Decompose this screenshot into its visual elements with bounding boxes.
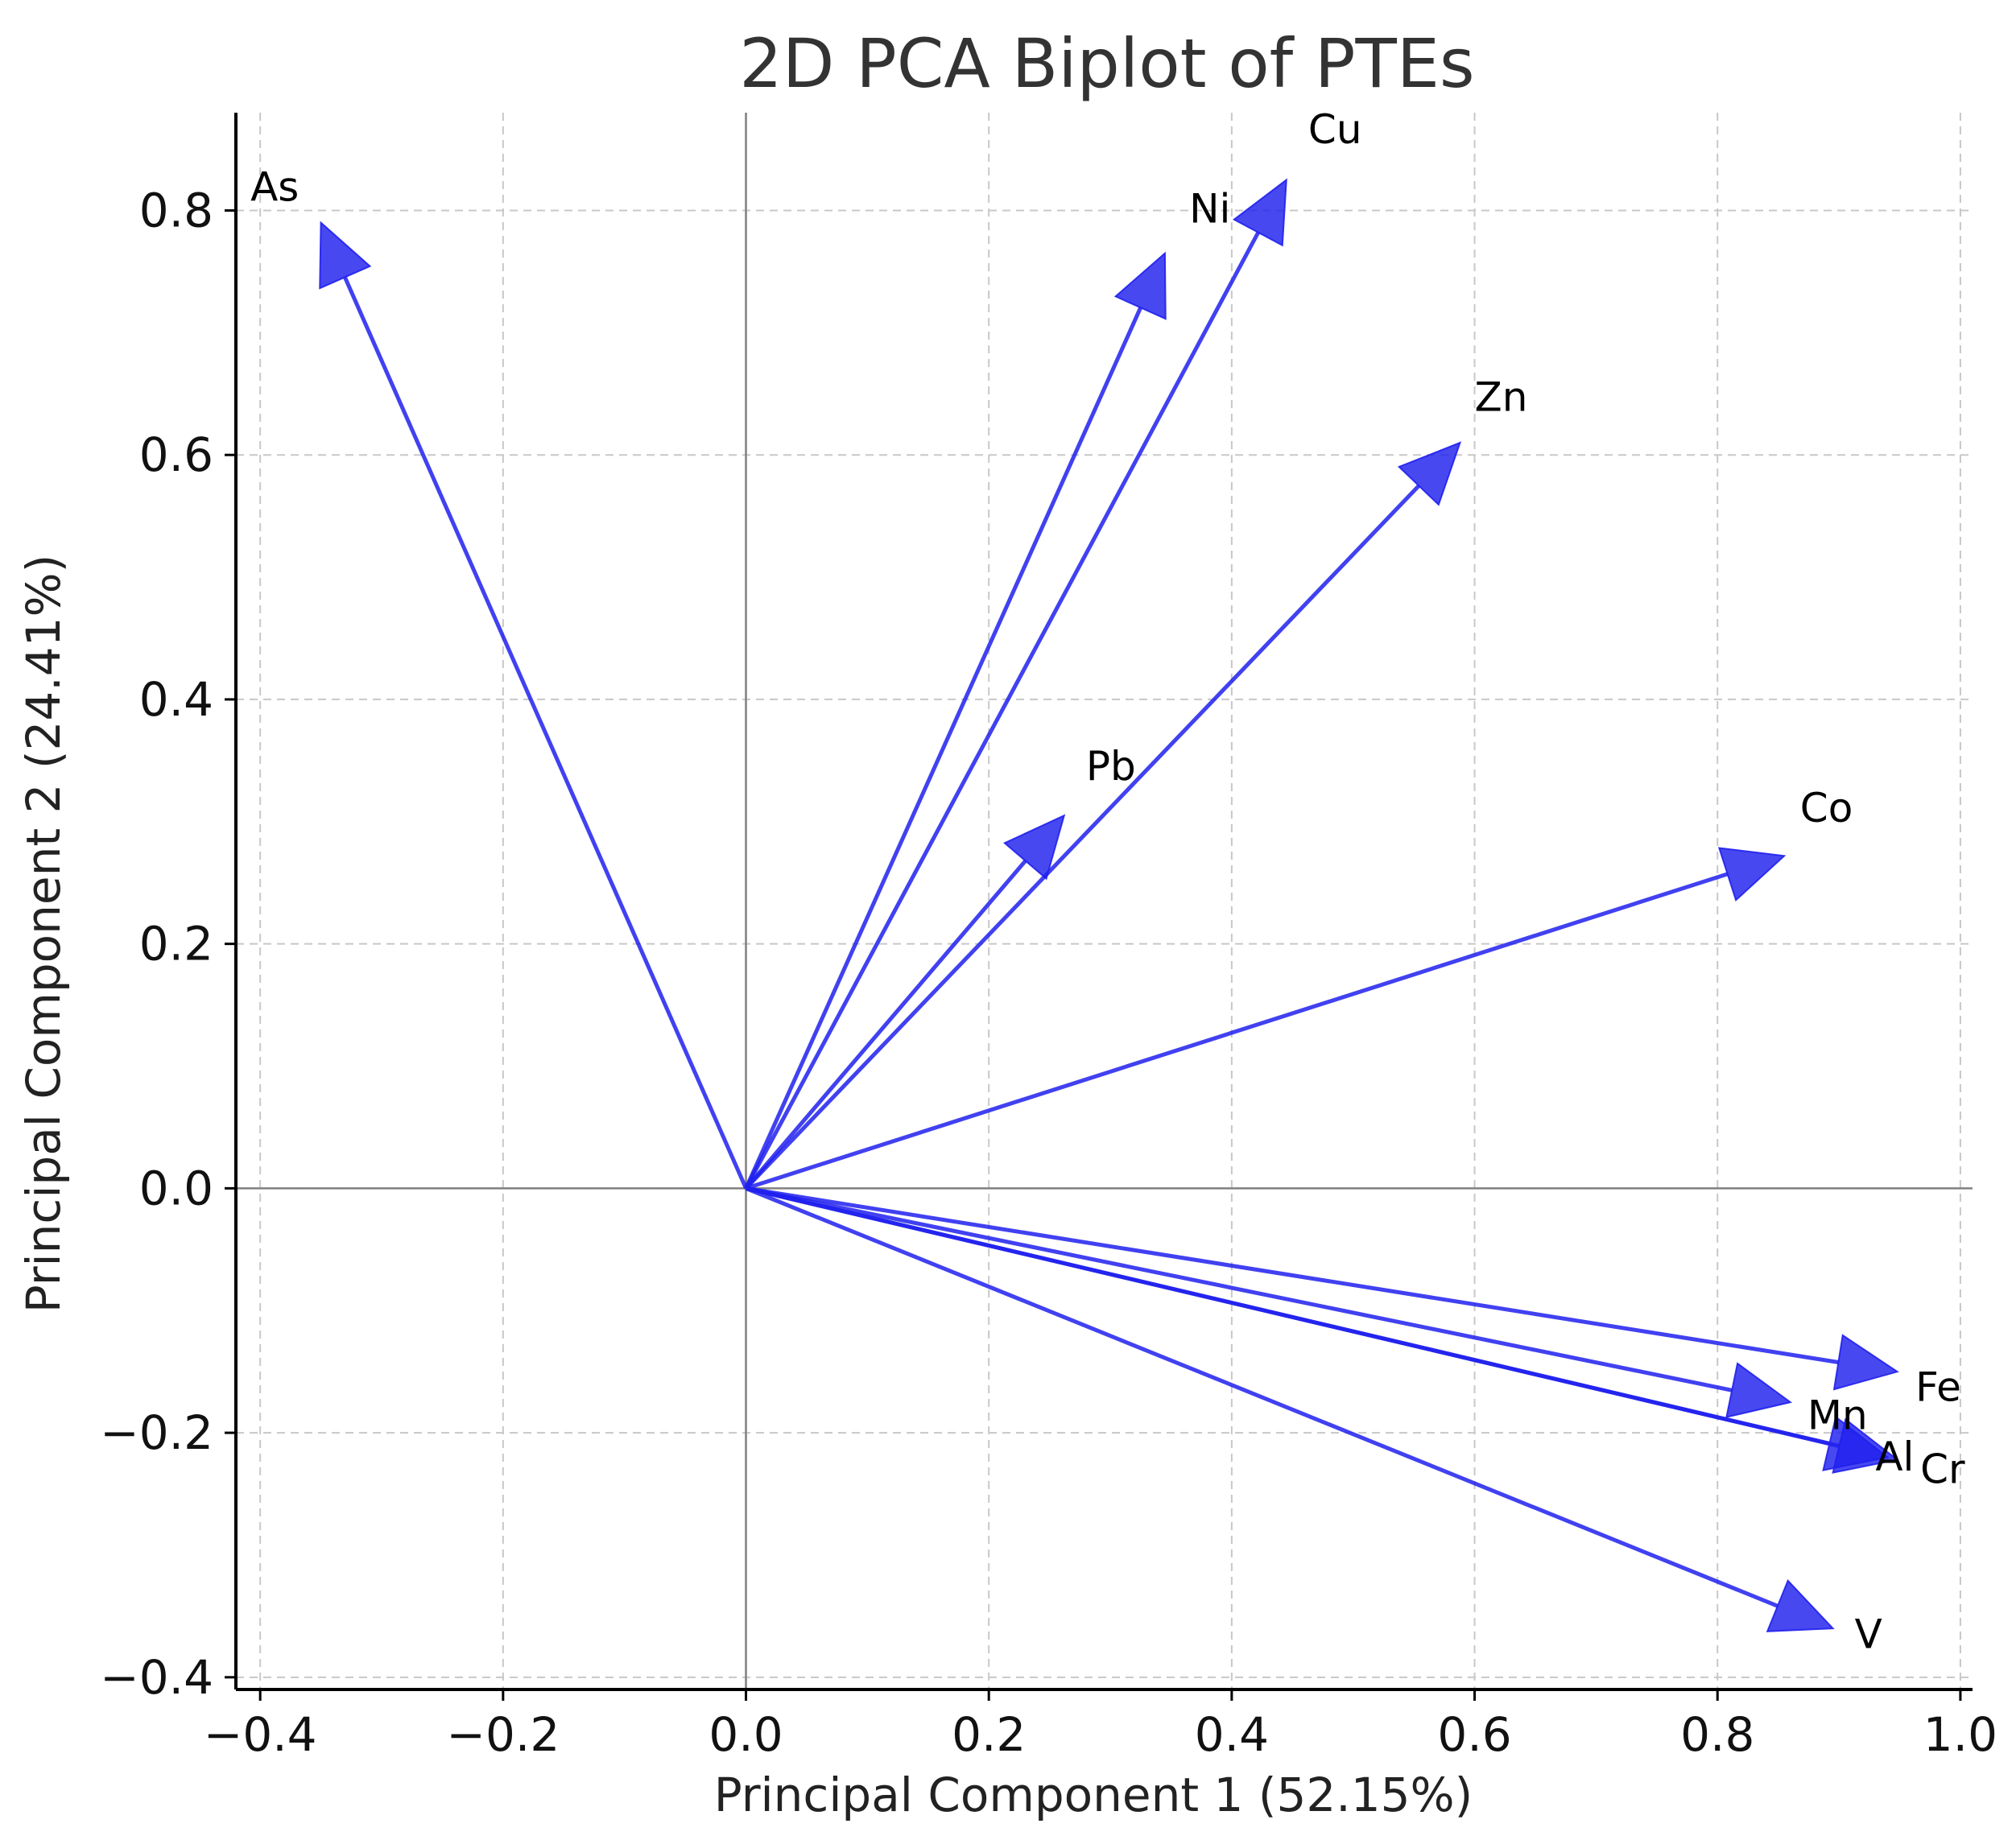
y-tick-label: −0.4 <box>100 1650 213 1705</box>
x-tick-label: 0.8 <box>1680 1707 1754 1762</box>
vector-label-cr: Cr <box>1920 1446 1965 1492</box>
y-tick-label: −0.2 <box>100 1405 213 1460</box>
y-tick-label: 0.0 <box>139 1161 213 1215</box>
vector-arrowhead-v <box>1766 1578 1835 1632</box>
y-tick-label: 0.6 <box>139 427 213 482</box>
vector-arrowhead-mn <box>1725 1362 1793 1418</box>
y-tick-label: 0.4 <box>139 672 213 727</box>
x-tick-label: 0.4 <box>1195 1707 1269 1762</box>
vector-label-al: Al <box>1875 1434 1914 1480</box>
ticks: −0.4 −0.2 0.0 0.2 0.4 0.6 0.8 1.0 −0.4 −0.2 0.0 0.2… <box>100 183 1997 1762</box>
vector-arrowhead-pb <box>1002 814 1066 881</box>
vector-arrowhead-fe <box>1832 1334 1899 1391</box>
vector-shaft-co <box>745 872 1729 1190</box>
x-tick-label: 1.0 <box>1923 1707 1997 1762</box>
x-axis-title: Principal Component 1 (52.15%) <box>714 1768 1473 1822</box>
y-tick-label: 0.2 <box>139 917 213 972</box>
vector-shaft-cu <box>744 231 1261 1190</box>
vector-zn <box>744 441 1462 1190</box>
y-axis-title: Principal Component 2 (24.41%) <box>16 555 71 1314</box>
vector-shaft-v <box>745 1186 1778 1608</box>
vector-label-v: V <box>1855 1611 1882 1657</box>
vector-label-mn: Mn <box>1807 1392 1868 1439</box>
vector-label-co: Co <box>1800 785 1853 831</box>
vector-cu <box>744 178 1287 1190</box>
vector-ni <box>744 251 1167 1190</box>
vectors <box>319 178 1899 1632</box>
x-tick-label: 0.6 <box>1437 1707 1511 1762</box>
vector-label-ni: Ni <box>1189 186 1230 233</box>
vector-arrowhead-as <box>319 221 372 290</box>
vector-arrowhead-cr <box>1832 1417 1899 1474</box>
x-tick-label: 0.0 <box>708 1707 783 1762</box>
vector-v <box>745 1186 1835 1632</box>
zero-lines <box>236 113 1973 1689</box>
vector-mn <box>746 1186 1793 1418</box>
vector-label-pb: Pb <box>1086 743 1136 790</box>
y-tick-label: 0.8 <box>139 183 213 237</box>
vector-shaft-pb <box>744 859 1027 1190</box>
vector-arrowhead-zn <box>1397 441 1462 506</box>
vector-as <box>319 221 748 1190</box>
vector-shaft-ni <box>744 307 1142 1190</box>
x-tick-label: 0.2 <box>952 1707 1026 1762</box>
vector-label-zn: Zn <box>1475 374 1528 421</box>
vector-label-cu: Cu <box>1308 106 1362 153</box>
vector-fe <box>746 1186 1899 1391</box>
chart-title: 2D PCA Biplot of PTEs <box>739 24 1474 103</box>
x-tick-label: −0.4 <box>204 1707 317 1762</box>
vector-shaft-zn <box>744 484 1421 1190</box>
x-tick-label: −0.2 <box>446 1707 560 1762</box>
vector-arrowhead-ni <box>1113 251 1167 320</box>
vector-label-as: As <box>250 163 299 210</box>
axes <box>234 113 1973 1691</box>
vector-shaft-mn <box>746 1186 1733 1392</box>
grid-lines <box>236 113 1973 1689</box>
vector-shaft-cr <box>745 1186 1840 1448</box>
vector-label-fe: Fe <box>1915 1364 1961 1411</box>
vector-shaft-fe <box>746 1186 1839 1364</box>
vector-co <box>745 847 1787 1190</box>
vector-cr <box>745 1186 1899 1474</box>
vector-pb <box>744 814 1066 1190</box>
vector-shaft-as <box>343 276 748 1190</box>
vector-arrowhead-co <box>1717 847 1787 902</box>
vector-arrowhead-cu <box>1232 178 1287 247</box>
